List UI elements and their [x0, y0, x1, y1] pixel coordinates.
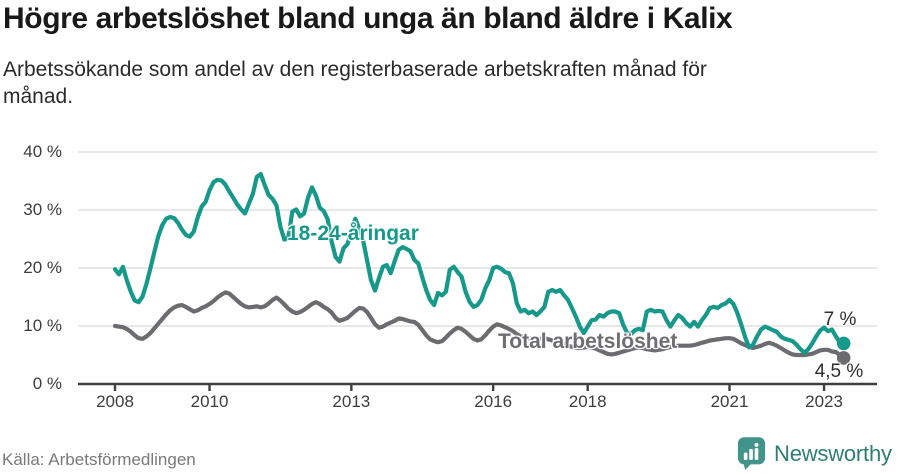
x-tick-label: 2013 — [332, 392, 371, 411]
source-note: Källa: Arbetsförmedlingen — [2, 450, 196, 469]
chart-subtitle: Arbetssökande som andel av den registerb… — [3, 58, 707, 108]
chart-title: Högre arbetslöshet bland unga än bland ä… — [3, 2, 733, 35]
x-tick-label: 2023 — [805, 392, 843, 411]
newsworthy-bubble-chart-icon — [737, 436, 766, 471]
end-value-young: 7 % — [823, 309, 857, 330]
series-label-young: 18-24-åringar — [287, 222, 419, 245]
x-tick-label: 2021 — [710, 392, 749, 411]
x-tick-label: 2008 — [96, 392, 134, 411]
y-tick-label: 40 % — [23, 142, 62, 161]
y-tick-label: 20 % — [23, 258, 62, 277]
x-tick-label: 2016 — [474, 392, 513, 411]
newsworthy-wordmark: Newsworthy — [774, 440, 892, 466]
y-tick-label: 0 % — [32, 374, 62, 393]
newsworthy-logo[interactable]: Newsworthy — [737, 436, 892, 471]
y-tick-label: 10 % — [23, 316, 62, 335]
series-label-total: Total arbetslöshet — [498, 330, 678, 353]
x-tick-label: 2010 — [190, 392, 229, 411]
y-tick-label: 30 % — [23, 200, 62, 219]
end-value-total: 4,5 % — [814, 361, 864, 382]
x-tick-label: 2018 — [568, 392, 607, 411]
